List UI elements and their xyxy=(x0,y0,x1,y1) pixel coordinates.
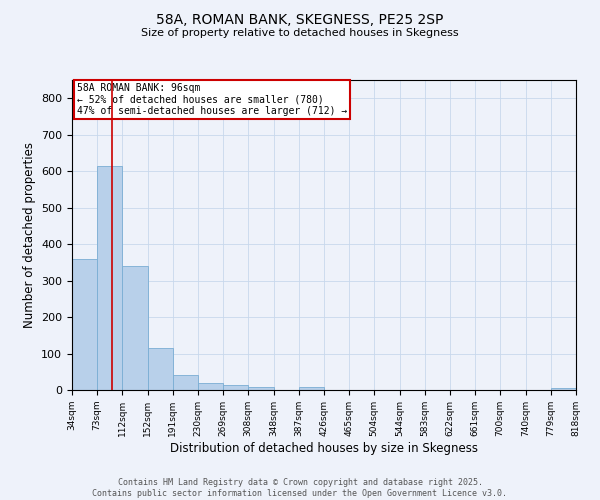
Bar xyxy=(148,348,173,390)
Bar xyxy=(248,387,274,390)
X-axis label: Distribution of detached houses by size in Skegness: Distribution of detached houses by size … xyxy=(170,442,478,454)
Y-axis label: Number of detached properties: Number of detached properties xyxy=(23,142,35,328)
Bar xyxy=(97,166,122,390)
Bar xyxy=(299,387,324,390)
Text: 58A, ROMAN BANK, SKEGNESS, PE25 2SP: 58A, ROMAN BANK, SKEGNESS, PE25 2SP xyxy=(157,12,443,26)
Bar xyxy=(551,388,576,390)
Text: Contains HM Land Registry data © Crown copyright and database right 2025.
Contai: Contains HM Land Registry data © Crown c… xyxy=(92,478,508,498)
Bar xyxy=(173,376,198,390)
Bar xyxy=(122,266,148,390)
Text: Size of property relative to detached houses in Skegness: Size of property relative to detached ho… xyxy=(141,28,459,38)
Bar xyxy=(198,382,223,390)
Text: 58A ROMAN BANK: 96sqm
← 52% of detached houses are smaller (780)
47% of semi-det: 58A ROMAN BANK: 96sqm ← 52% of detached … xyxy=(77,83,347,116)
Bar xyxy=(72,258,97,390)
Bar xyxy=(223,384,248,390)
